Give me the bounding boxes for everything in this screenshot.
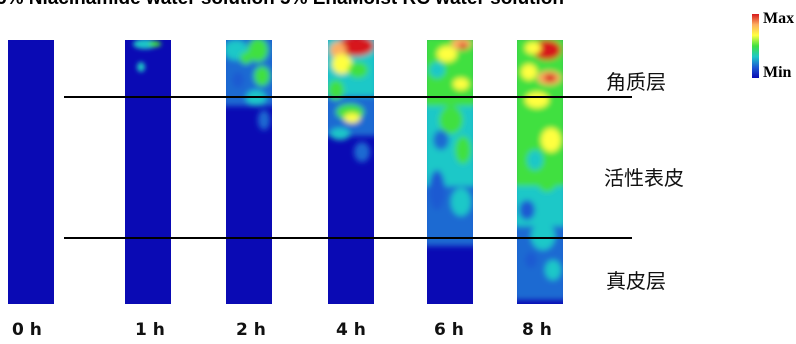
time-label-4h: 4 h <box>336 320 366 340</box>
heatmap-strip-8h <box>517 40 563 304</box>
layer-label-stratum-corneum: 角质层 <box>606 70 666 94</box>
time-label-8h: 8 h <box>522 320 552 340</box>
time-label-1h: 1 h <box>135 320 165 340</box>
legend-max-label: Max <box>763 10 795 27</box>
time-label-6h: 6 h <box>434 320 464 340</box>
color-scale-legend <box>752 14 759 78</box>
heatmap-strip-2h <box>226 40 272 304</box>
heatmap-strip-6h <box>427 40 473 304</box>
heatmap-strip-4h <box>328 40 374 304</box>
time-label-2h: 2 h <box>236 320 266 340</box>
legend-min-label: Min <box>763 64 792 81</box>
layer-label-dermis: 真皮层 <box>606 269 666 293</box>
heatmap-strip-0h <box>8 40 54 304</box>
stratum-corneum-boundary-line <box>64 96 632 98</box>
layer-label-viable-epidermis: 活性表皮 <box>604 166 684 190</box>
time-label-0h: 0 h <box>12 320 42 340</box>
dermis-boundary-line <box>64 237 632 239</box>
heatmap-strip-1h <box>125 40 171 304</box>
figure-title: 5% Niacinamide water solution 5% EnaMois… <box>0 0 786 8</box>
